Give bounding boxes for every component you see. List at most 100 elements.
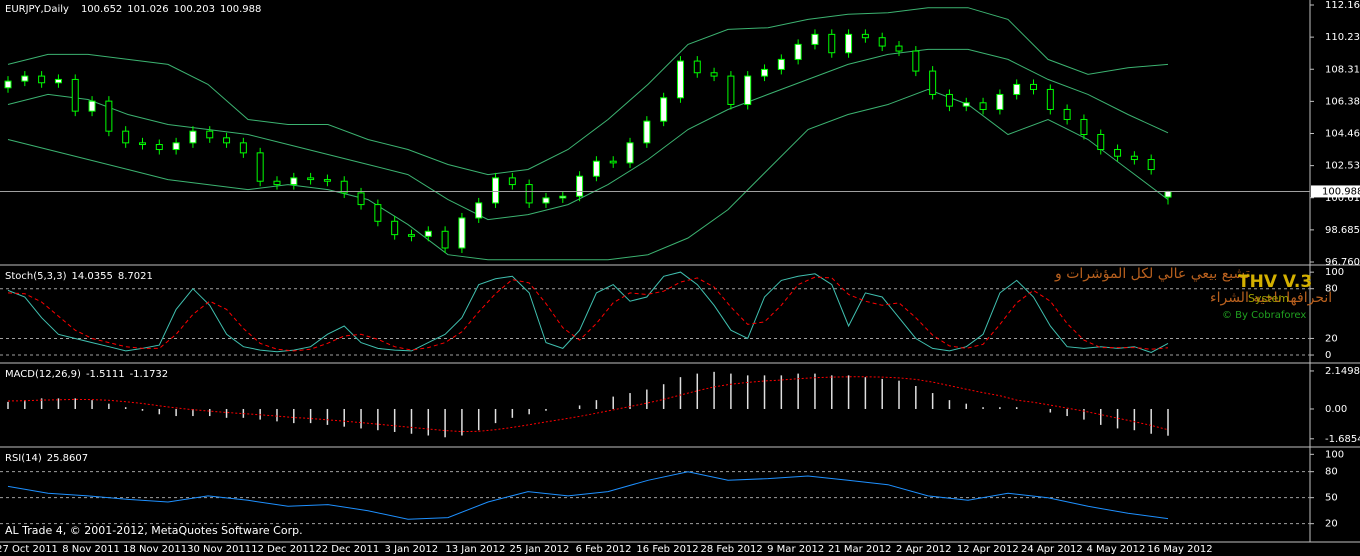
candle-body: [256, 152, 264, 182]
x-tick-label: 24 Apr 2012: [1021, 544, 1083, 555]
indicator-value: 101.026: [127, 4, 168, 15]
x-tick-label: 4 May 2012: [1087, 544, 1146, 555]
candle-body: [138, 142, 146, 146]
candle-body: [122, 130, 130, 144]
y-tick-label: 100.610: [1325, 193, 1360, 204]
candle-body: [239, 142, 247, 154]
candle-body: [223, 137, 231, 144]
indicator-line: [7, 271, 1169, 354]
candle-body: [307, 177, 315, 181]
y-tick-label: 80: [1325, 284, 1338, 295]
indicator-line: [7, 7, 1169, 176]
candle-body: [912, 50, 920, 72]
indicator-line: [7, 471, 1169, 520]
candle-body: [71, 78, 79, 112]
annotation: انحرافها ناحيه الشراء: [1210, 290, 1332, 306]
candle-body: [1030, 83, 1038, 90]
y-tick-label: 20: [1325, 519, 1338, 530]
indicator-value: 100.988: [220, 4, 261, 15]
x-tick-label: 3 Jan 2012: [385, 544, 439, 555]
y-tick-label: 98.685: [1325, 225, 1360, 236]
candle-body: [1080, 118, 1088, 136]
indicator-value: 25.8607: [47, 453, 88, 464]
y-tick-label: 100: [1325, 267, 1344, 278]
candle-body: [1013, 83, 1021, 95]
y-tick-label: 2.1498: [1325, 366, 1360, 377]
x-tick-label: 9 Mar 2012: [767, 544, 824, 555]
candle-body: [105, 100, 113, 132]
candle-body: [559, 195, 567, 199]
x-tick-label: 6 Feb 2012: [576, 544, 632, 555]
y-tick-label: 80: [1325, 467, 1338, 478]
panel-title: EURJPY,Daily: [5, 4, 69, 15]
candle-body: [1063, 108, 1071, 120]
candle-body: [508, 177, 516, 186]
x-tick-label: 16 Feb 2012: [636, 544, 698, 555]
y-tick-label: -1.6854: [1325, 434, 1360, 445]
current-price-label: 100.988: [1322, 186, 1360, 197]
indicator-value: -1.1732: [130, 369, 169, 380]
x-tick-label: 25 Jan 2012: [509, 544, 569, 555]
candle-body: [845, 33, 853, 54]
x-tick-label: 30 Nov 2011: [187, 544, 251, 555]
candle-body: [1046, 88, 1054, 110]
candle-body: [576, 175, 584, 197]
y-tick-label: 50: [1325, 493, 1338, 504]
candle-body: [1164, 190, 1172, 198]
candle-body: [693, 60, 701, 74]
candle-body: [273, 180, 281, 186]
candle-body: [407, 234, 415, 237]
candle-body: [475, 202, 483, 219]
candle-body: [424, 230, 432, 237]
y-tick-label: 112.160: [1325, 0, 1360, 11]
x-tick-label: 27 Oct 2011: [0, 544, 58, 555]
candle-body: [727, 75, 735, 105]
indicator-value: -1.5111: [86, 369, 125, 380]
indicator-line: [7, 88, 1169, 261]
candle-body: [542, 197, 550, 204]
x-tick-label: 2 Apr 2012: [896, 544, 951, 555]
candle-body: [945, 93, 953, 107]
indicator-value: 100.652: [81, 4, 122, 15]
candle-body: [206, 130, 214, 139]
candle-body: [458, 217, 466, 249]
candle-body: [878, 37, 886, 47]
y-tick-label: 96.760: [1325, 257, 1360, 268]
annotation: تشبع بيعي عالي لكل المؤشرات و: [1054, 266, 1250, 282]
y-tick-label: 0.00: [1325, 404, 1347, 415]
indicator-value: 8.7021: [118, 271, 153, 282]
candle-body: [794, 43, 802, 60]
brand: THV V.3: [1238, 272, 1312, 292]
y-tick-label: 106.385: [1325, 96, 1360, 107]
panel-title: RSI(14): [5, 453, 42, 464]
y-tick-label: 100: [1325, 449, 1344, 460]
candle-body: [660, 97, 668, 122]
candle-body: [155, 144, 163, 151]
indicator-value: 100.203: [174, 4, 215, 15]
candle-body: [38, 75, 46, 84]
panel-title: MACD(12,26,9): [5, 369, 81, 380]
candle-body: [1114, 149, 1122, 157]
candle-body: [996, 93, 1004, 110]
candle-body: [1130, 155, 1138, 161]
candle-body: [492, 177, 500, 204]
x-tick-label: 28 Feb 2012: [700, 544, 762, 555]
candle-body: [626, 142, 634, 164]
candle-body: [189, 130, 197, 144]
brand-subtitle: System: [1248, 292, 1289, 305]
candle-body: [290, 177, 298, 186]
y-tick-label: 20: [1325, 333, 1338, 344]
x-tick-label: 13 Jan 2012: [445, 544, 505, 555]
indicator-line: [7, 376, 1169, 433]
candle-body: [172, 142, 180, 151]
x-tick-label: 21 Mar 2012: [828, 544, 891, 555]
candle-body: [525, 184, 533, 204]
candle-body: [895, 45, 903, 52]
y-tick-label: 104.460: [1325, 129, 1360, 140]
y-tick-label: 102.535: [1325, 161, 1360, 172]
candle-body: [391, 220, 399, 236]
candle-body: [88, 100, 96, 112]
candle-body: [979, 102, 987, 110]
indicator-line: [7, 276, 1169, 352]
candle-body: [609, 160, 617, 164]
